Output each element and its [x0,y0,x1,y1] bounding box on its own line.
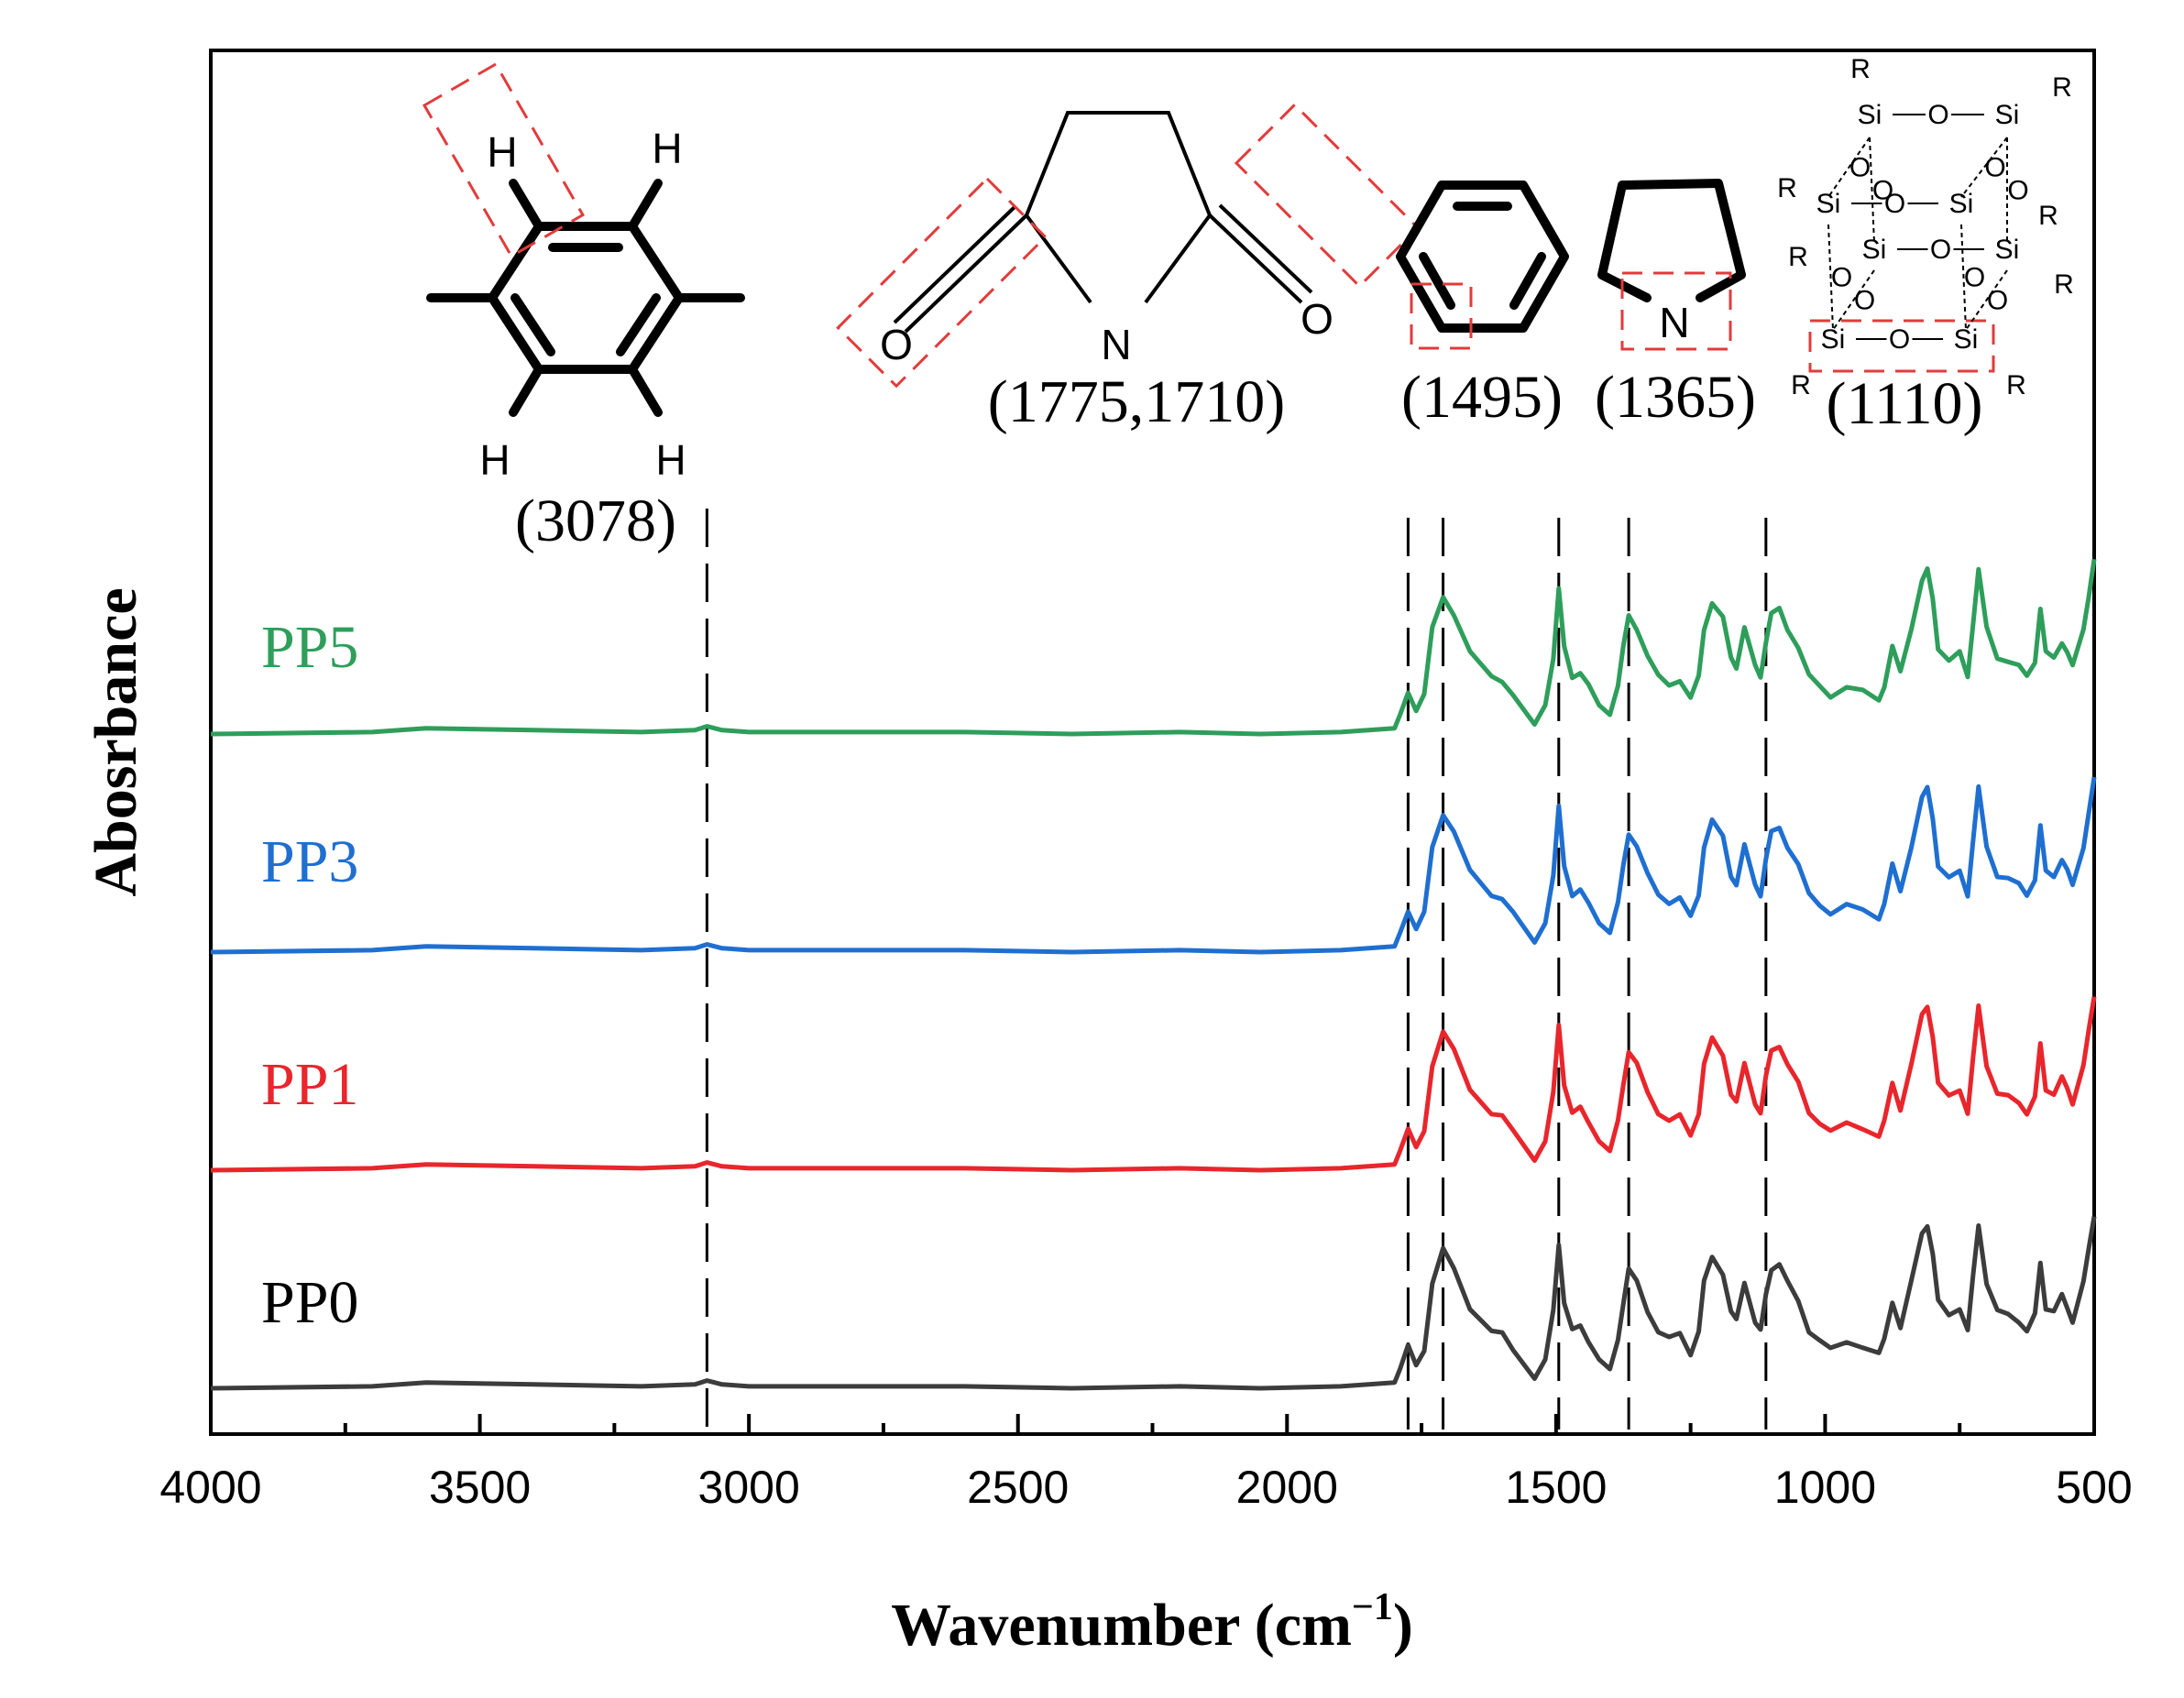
series-label-pp3: PP3 [261,828,358,895]
atom-o: O [880,321,913,368]
series-label-pp0: PP0 [261,1269,358,1336]
atom-o: O [1930,235,1951,265]
atom-si: Si [1858,100,1882,130]
c-o-right-highlight-box [1234,103,1421,289]
atom-r: R [2052,72,2072,103]
benzene-ring-structure [1396,181,1569,350]
atom-r: R [2054,269,2074,300]
atom-o: O [1984,153,2005,183]
atom-si: Si [1949,189,1974,219]
atom-o: O [1872,176,1893,206]
x-tick-label: 3500 [429,1462,531,1513]
atom-r: R [1850,54,1871,84]
x-tick-label: 1000 [1774,1462,1876,1513]
poss-bond [1832,269,1875,331]
series-line-pp3 [210,776,2097,955]
y-axis-title: Abosrbance [82,587,149,896]
x-axis-ticks: 4000 3500 3000 2500 2000 1500 1000 500 [159,1414,2133,1513]
atom-o: O [2007,176,2028,206]
series-line-pp1 [210,996,2097,1173]
atom-si: Si [1821,324,1846,355]
atom-si: Si [1816,189,1841,219]
peak-label-1775-1710: (1775,1710) [988,368,1285,435]
atom-o: O [1889,324,1910,355]
atom-o: O [1964,263,1985,293]
series-label-pp1: PP1 [261,1051,358,1118]
peak-label-1365: (1365) [1595,364,1756,431]
atom-n: N [1101,321,1131,368]
x-tick-label: 500 [2056,1462,2132,1513]
poss-bond [1965,269,2008,331]
succinimide-structure: O O N [836,103,1421,389]
atom-o: O [1301,295,1333,343]
x-tick-label: 3000 [698,1462,800,1513]
plot-frame [209,49,2096,1436]
ch-highlight-box [422,61,585,258]
series-line-pp0 [210,1216,2097,1391]
c-n-highlight-box [1620,271,1732,351]
x-tick-label: 2500 [967,1462,1069,1513]
reference-lines [705,509,1768,1430]
si-o-si-highlight-box [1808,319,1995,373]
poss-bond [1960,224,1967,331]
peak-label-3078: (3078) [515,487,676,554]
atom-si: Si [1954,324,1979,355]
atom-h: H [479,436,510,484]
atom-o: O [1927,100,1948,130]
peak-label-1495: (1495) [1401,364,1563,431]
series-line-pp5 [210,558,2097,737]
atom-h: H [655,436,686,484]
x-tick-label: 4000 [159,1462,261,1513]
x-tick-label: 2000 [1236,1462,1338,1513]
atom-r: R [1791,370,1811,400]
poss-bond [1827,137,1871,198]
atom-o: O [1884,189,1905,219]
atom-r: R [2006,370,2026,400]
atom-r: R [1788,242,1808,272]
atom-r: R [1777,173,1797,203]
atom-o: O [1831,263,1852,293]
c-o-left-highlight-box [836,176,1048,389]
atom-o: O [1849,153,1871,183]
atom-si: Si [1995,100,2020,130]
poss-bond [1827,224,1834,331]
x-tick-label: 1500 [1505,1462,1607,1513]
atom-r: R [2038,201,2058,231]
poss-bond [1869,137,1875,244]
pyrrolidine-structure: N [1597,179,1746,351]
series-layer [210,558,2097,1391]
atom-o: O [1987,286,2008,316]
poss-bond [1960,137,2008,198]
atom-h: H [487,128,517,176]
peak-label-1110: (1110) [1826,370,1982,437]
benzene-ch-structure: H H H H [422,61,745,484]
atom-o: O [1854,286,1875,316]
atom-n: N [1659,299,1689,346]
series-label-pp5: PP5 [261,614,358,681]
atom-h: H [652,125,682,172]
x-axis-title: Wavenumber (cm−1) [891,1586,1413,1659]
